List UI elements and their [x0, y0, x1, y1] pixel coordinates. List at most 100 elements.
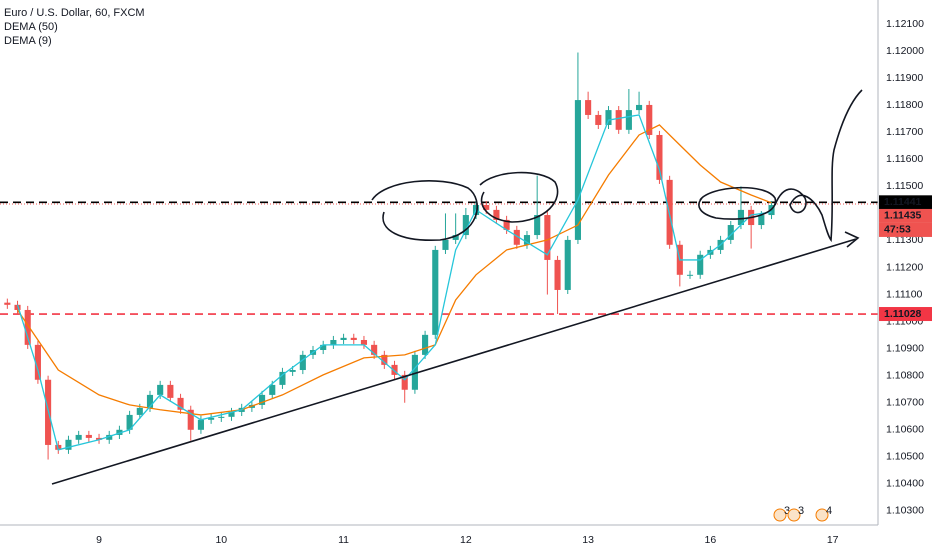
y-tick-label: 1.10600 [886, 424, 924, 436]
candle-body [432, 249, 439, 335]
candle-body [177, 397, 184, 410]
drawings [51, 89, 863, 485]
candle-body [259, 394, 266, 405]
y-tick-label: 1.11200 [886, 261, 923, 273]
candle-body [727, 225, 734, 240]
candle-body [330, 339, 337, 345]
event-label: 3 [784, 505, 790, 517]
y-tick-label: 1.12000 [886, 45, 924, 57]
candle-body [646, 104, 653, 135]
candle-body [422, 334, 429, 355]
candle-body [411, 354, 418, 390]
event-marker [815, 508, 829, 522]
arrow-head [844, 231, 860, 248]
candle-body [75, 434, 82, 440]
event-marker [787, 508, 801, 522]
candle-body [14, 304, 21, 310]
candle-body [85, 434, 92, 438]
candle-body [340, 337, 347, 340]
y-tick-label: 1.11700 [886, 126, 923, 138]
candle-body [289, 370, 296, 372]
legend-entry: DEMA (50) [4, 21, 58, 33]
price-tag-label: 1.11435 [884, 210, 922, 222]
candle-body [544, 215, 551, 260]
x-tick-label: 9 [96, 534, 102, 546]
candle-body [697, 254, 704, 275]
candle-body [350, 337, 357, 340]
price-tag [879, 208, 932, 223]
candle-body [615, 110, 622, 130]
y-tick-label: 1.10800 [886, 369, 924, 381]
candle-body [574, 100, 581, 240]
price-tag-label: 1.11441 [884, 196, 922, 208]
candle-body [442, 239, 449, 250]
x-tick-label: 10 [215, 534, 227, 546]
candle-body [513, 229, 520, 245]
candle-body [218, 416, 225, 418]
y-tick-label: 1.11800 [886, 99, 923, 111]
price-tag-label: 1.11028 [884, 308, 922, 320]
event-label: 4 [826, 505, 832, 517]
candle-body [126, 414, 133, 430]
y-tick-label: 1.11500 [886, 180, 923, 192]
price-tag [879, 307, 932, 322]
hand-squiggle [774, 89, 863, 243]
candle-body [564, 239, 571, 290]
legend: Euro / U.S. Dollar, 60, FXCM DEMA (50) DE… [4, 7, 145, 47]
event-marker [773, 508, 787, 522]
chart-title: Euro / U.S. Dollar, 60, FXCM [4, 7, 145, 19]
y-tick-label: 1.11300 [886, 234, 923, 246]
candle-body [157, 384, 164, 395]
candle-body [208, 417, 215, 420]
candle-body [4, 302, 11, 305]
candle-body [106, 434, 113, 440]
candle-body [360, 339, 368, 345]
trend-line [51, 238, 857, 485]
y-tick-label: 1.10900 [886, 342, 924, 354]
candle-body [197, 419, 204, 430]
candle-body [483, 205, 490, 210]
candle-body [269, 384, 276, 395]
candle-body [737, 209, 745, 226]
y-tick-label: 1.10700 [886, 397, 924, 409]
y-tick-label: 1.10400 [886, 478, 924, 490]
candle-body [228, 411, 235, 417]
y-tick-label: 1.10500 [886, 451, 924, 463]
candle-body [534, 215, 541, 236]
indicator-line [16, 114, 772, 451]
candle-body [381, 354, 388, 365]
event-label: 3 [798, 505, 804, 517]
price-tag-label: 47:53 [884, 224, 911, 236]
hand-circle [371, 180, 478, 241]
x-tick-label: 17 [827, 534, 839, 546]
candle-body [595, 114, 602, 125]
candle-body [24, 309, 31, 345]
candle-body [187, 409, 194, 430]
candle-body [116, 429, 123, 435]
candle-body [136, 407, 143, 415]
candle-body [391, 364, 398, 375]
indicator-line [16, 124, 772, 416]
candle-body [523, 235, 531, 245]
candle-body [401, 374, 408, 390]
candle-body [299, 354, 306, 371]
x-tick-label: 16 [705, 534, 717, 546]
candle-body [320, 344, 327, 350]
candle-body [167, 384, 174, 398]
candle-body [493, 209, 500, 220]
candle-body [462, 215, 469, 236]
candle-body [503, 219, 510, 230]
candle-body [34, 344, 41, 380]
candle-body [605, 110, 612, 125]
candle-body [554, 259, 561, 290]
candle-body [279, 371, 286, 385]
candle-body [95, 437, 103, 440]
y-tick-label: 1.12100 [886, 18, 924, 30]
candle-body [371, 344, 378, 355]
hand-circle [698, 186, 777, 220]
candle-body [686, 274, 694, 276]
y-tick-label: 1.10300 [886, 505, 924, 517]
y-tick-label: 1.11600 [886, 153, 923, 165]
